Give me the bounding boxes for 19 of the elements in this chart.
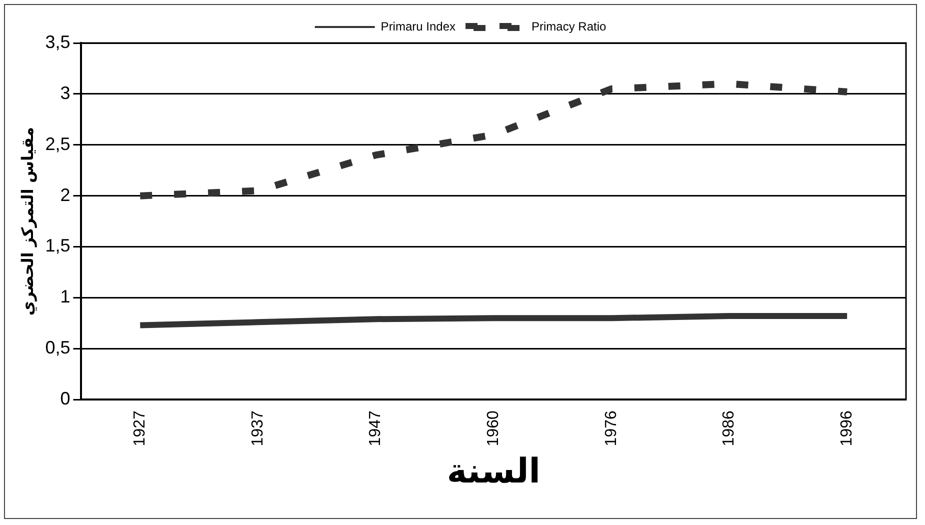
y-tick-label: 2,5	[45, 134, 70, 154]
y-tick-label: 1,5	[45, 236, 70, 256]
y-tick-label: 0,5	[45, 338, 70, 358]
x-tick-label: 1986	[720, 410, 738, 446]
x-tick-label: 1976	[602, 410, 620, 446]
x-tick-label: 1937	[249, 410, 266, 446]
x-tick-label: 1996	[838, 410, 856, 446]
x-axis-title: السنة	[446, 451, 540, 492]
y-tick-label: 1	[60, 286, 70, 307]
y-axis-title: مقياس التمركز الحضري	[18, 127, 37, 316]
x-tick-label: 1960	[485, 410, 502, 446]
y-tick-label: 3,5	[45, 32, 70, 52]
x-tick-label: 1947	[367, 410, 384, 446]
y-tick-label: 3	[60, 82, 70, 103]
y-tick-label: 2	[60, 184, 70, 205]
legend-label: Primacy Ratio	[532, 19, 607, 34]
legend-label: Primaru Index	[380, 19, 456, 34]
x-tick-label: 1927	[132, 410, 149, 446]
y-tick-label: 0	[60, 388, 70, 409]
